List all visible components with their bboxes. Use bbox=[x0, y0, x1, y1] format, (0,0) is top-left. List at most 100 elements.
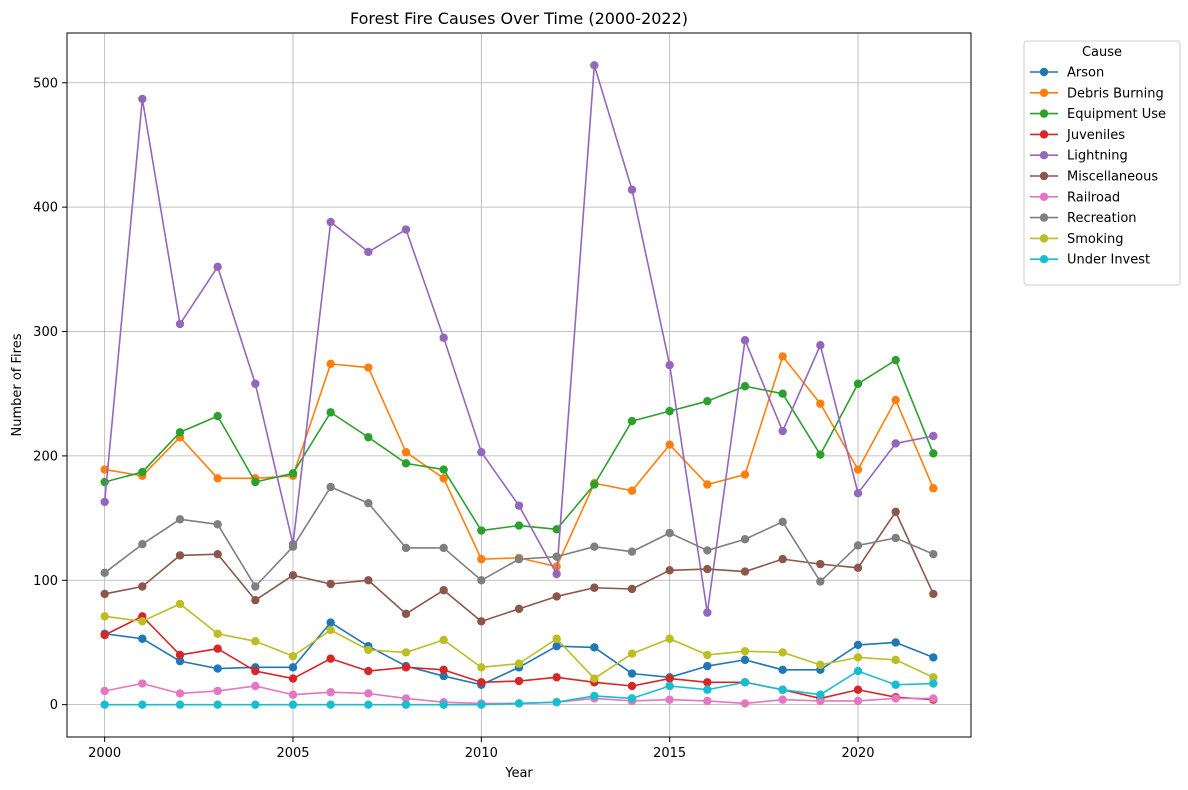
data-point-miscellaneous bbox=[778, 554, 787, 564]
data-point-juveniles bbox=[703, 678, 712, 687]
data-point-equipment-use bbox=[175, 428, 185, 437]
legend-label-lightning: Lightning bbox=[1067, 149, 1128, 164]
data-point-smoking bbox=[703, 650, 712, 660]
data-point-equipment-use bbox=[326, 408, 335, 417]
data-point-equipment-use bbox=[778, 389, 787, 398]
data-point-railroad bbox=[929, 694, 938, 703]
data-point-smoking bbox=[891, 655, 900, 665]
data-point-lightning bbox=[552, 569, 561, 579]
data-point-arson bbox=[138, 634, 147, 643]
data-point-miscellaneous bbox=[590, 583, 599, 592]
data-point-railroad bbox=[891, 694, 900, 703]
data-point-recreation bbox=[439, 543, 448, 553]
data-point-juveniles bbox=[100, 630, 109, 640]
legend-marker-equipment-use bbox=[1039, 109, 1049, 118]
data-point-miscellaneous bbox=[703, 564, 712, 574]
data-point-equipment-use bbox=[288, 469, 298, 478]
data-point-debris-burning bbox=[740, 470, 750, 479]
data-point-under-invest bbox=[891, 680, 900, 689]
data-point-miscellaneous bbox=[288, 571, 298, 580]
data-point-under-invest bbox=[665, 681, 674, 691]
data-point-equipment-use bbox=[251, 477, 260, 487]
data-point-under-invest bbox=[175, 700, 185, 709]
data-point-equipment-use bbox=[665, 406, 674, 416]
y-tick-label: 200 bbox=[33, 449, 58, 464]
y-tick-label: 400 bbox=[33, 201, 58, 216]
data-point-debris-burning bbox=[477, 554, 486, 564]
data-point-juveniles bbox=[514, 676, 524, 686]
data-point-arson bbox=[703, 661, 712, 671]
data-point-recreation bbox=[326, 482, 335, 492]
data-point-arson bbox=[740, 655, 750, 665]
data-point-smoking bbox=[401, 648, 411, 657]
legend-marker-arson bbox=[1039, 67, 1049, 77]
y-tick-label: 500 bbox=[33, 76, 58, 91]
legend-item-recreation: Recreation bbox=[1030, 211, 1137, 226]
data-point-arson bbox=[288, 663, 298, 672]
data-point-debris-burning bbox=[778, 352, 787, 361]
data-point-railroad bbox=[778, 695, 787, 704]
legend-marker-lightning bbox=[1039, 151, 1049, 160]
data-point-juveniles bbox=[439, 665, 448, 675]
data-point-recreation bbox=[401, 543, 411, 553]
data-point-debris-burning bbox=[891, 395, 900, 405]
legend-label-railroad: Railroad bbox=[1067, 190, 1120, 205]
data-point-railroad bbox=[213, 686, 222, 696]
data-point-smoking bbox=[853, 653, 863, 662]
data-point-under-invest bbox=[590, 691, 599, 701]
data-point-equipment-use bbox=[627, 416, 637, 426]
data-point-railroad bbox=[138, 679, 147, 688]
data-point-smoking bbox=[439, 635, 448, 645]
data-point-recreation bbox=[552, 552, 561, 561]
data-point-recreation bbox=[251, 582, 260, 591]
data-point-under-invest bbox=[816, 690, 825, 699]
data-point-equipment-use bbox=[514, 521, 524, 530]
data-point-lightning bbox=[590, 61, 599, 70]
y-tick-label: 100 bbox=[33, 574, 58, 589]
plot-frame bbox=[66, 32, 972, 738]
data-point-miscellaneous bbox=[929, 589, 938, 599]
data-point-lightning bbox=[477, 447, 486, 457]
legend-label-arson: Arson bbox=[1067, 66, 1104, 81]
data-point-recreation bbox=[100, 568, 109, 578]
data-point-railroad bbox=[100, 686, 109, 696]
chart-title: Forest Fire Causes Over Time (2000-2022) bbox=[350, 9, 688, 28]
data-point-railroad bbox=[665, 695, 674, 704]
data-point-lightning bbox=[853, 489, 863, 498]
data-point-under-invest bbox=[477, 700, 486, 709]
data-point-juveniles bbox=[175, 650, 185, 660]
data-point-miscellaneous bbox=[740, 567, 750, 576]
series-group bbox=[100, 61, 938, 709]
data-point-under-invest bbox=[401, 700, 411, 709]
data-point-smoking bbox=[175, 599, 185, 609]
data-point-smoking bbox=[514, 659, 524, 668]
data-point-under-invest bbox=[929, 679, 938, 688]
data-point-recreation bbox=[703, 546, 712, 555]
data-point-juveniles bbox=[213, 644, 222, 653]
series-recreation bbox=[100, 482, 938, 591]
data-point-under-invest bbox=[213, 700, 222, 709]
data-point-recreation bbox=[514, 554, 524, 564]
data-point-arson bbox=[175, 656, 185, 666]
data-point-miscellaneous bbox=[364, 576, 373, 585]
legend-box bbox=[1023, 40, 1181, 286]
data-point-recreation bbox=[853, 541, 863, 550]
data-point-recreation bbox=[665, 528, 674, 538]
legend-label-debris-burning: Debris Burning bbox=[1067, 86, 1164, 101]
legend-item-railroad: Railroad bbox=[1030, 190, 1120, 205]
data-point-juveniles bbox=[477, 678, 486, 687]
data-point-equipment-use bbox=[853, 379, 863, 388]
data-point-miscellaneous bbox=[552, 592, 561, 601]
data-point-arson bbox=[439, 671, 448, 681]
data-point-railroad bbox=[740, 699, 750, 708]
data-point-equipment-use bbox=[703, 396, 712, 406]
data-point-under-invest bbox=[288, 700, 298, 709]
data-point-miscellaneous bbox=[326, 579, 335, 589]
data-point-debris-burning bbox=[853, 465, 863, 474]
legend-marker-under-invest bbox=[1039, 255, 1049, 264]
data-point-smoking bbox=[251, 637, 260, 646]
legend-label-smoking: Smoking bbox=[1067, 232, 1124, 247]
data-point-recreation bbox=[364, 498, 373, 508]
data-point-equipment-use bbox=[929, 449, 938, 458]
data-point-arson bbox=[590, 643, 599, 652]
